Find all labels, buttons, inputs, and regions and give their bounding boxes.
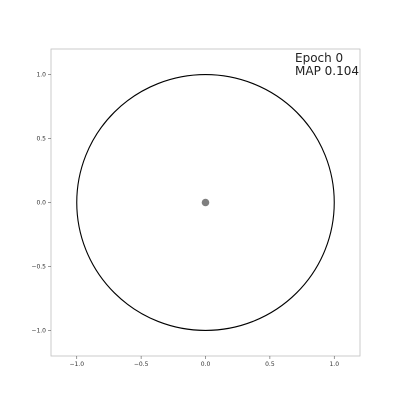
epoch-annotation: Epoch 0	[295, 51, 343, 65]
y-tick-label: 1.0	[36, 72, 46, 79]
unit-circle	[76, 74, 335, 331]
y-tick-label: 0.5	[36, 136, 46, 143]
x-tick-label: 0.5	[265, 361, 275, 368]
x-tick-label: 0.0	[201, 361, 211, 368]
x-tick-label: −0.5	[134, 361, 149, 368]
y-tick-label: −1.0	[31, 327, 46, 334]
y-tick-label: −0.5	[31, 263, 46, 270]
chart-marks	[76, 74, 335, 331]
x-tick-label: −1.0	[69, 361, 84, 368]
y-axis-ticks: −1.0 −0.5 0.0 0.5 1.0	[31, 72, 51, 334]
data-point	[201, 198, 210, 207]
y-tick-label: 0.0	[36, 200, 46, 207]
map-annotation: MAP 0.104	[295, 64, 359, 78]
x-axis-ticks: −1.0 −0.5 0.0 0.5 1.0	[69, 356, 339, 368]
x-tick-label: 1.0	[329, 361, 339, 368]
